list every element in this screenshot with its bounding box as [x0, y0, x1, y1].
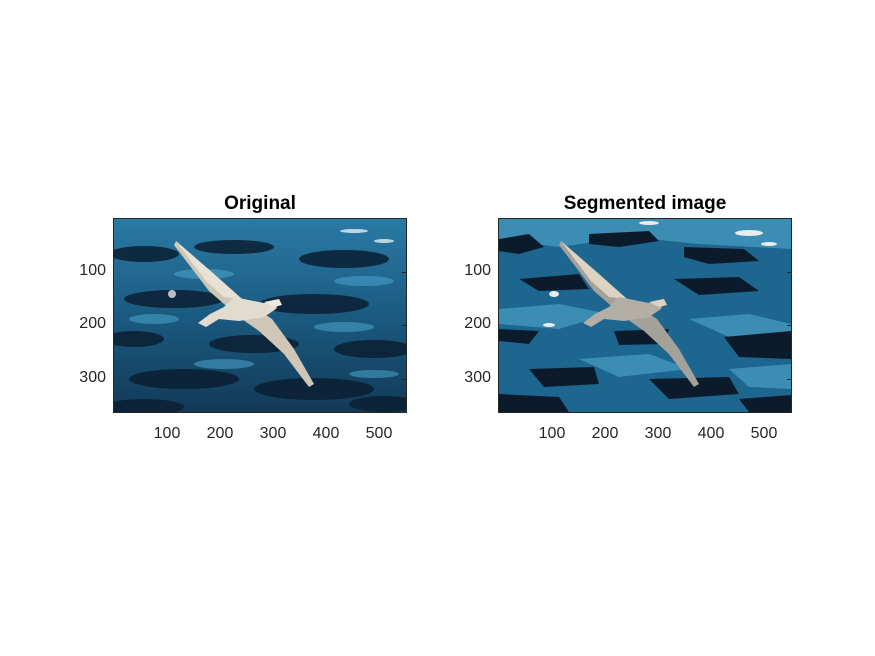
x-tick-label: 100 [538, 425, 566, 442]
y-tick-mark [402, 325, 406, 326]
y-tick-label: 100 [464, 262, 491, 279]
x-tick-label: 200 [206, 425, 234, 442]
x-tick-label: 100 [153, 425, 181, 442]
y-tick-mark [787, 272, 791, 273]
x-tick-label: 400 [697, 425, 725, 442]
y-tick-mark [402, 272, 406, 273]
x-tick-label: 400 [312, 425, 340, 442]
original-image-axes [113, 218, 407, 413]
y-tick-label: 200 [79, 315, 106, 332]
segmented-image-axes [498, 218, 792, 413]
segmented-seagull-image [499, 219, 791, 412]
y-tick-mark [787, 325, 791, 326]
panel-title: Original [224, 193, 296, 214]
y-tick-mark [402, 379, 406, 380]
y-tick-label: 200 [464, 315, 491, 332]
x-tick-label: 500 [365, 425, 393, 442]
panel-title: Segmented image [563, 193, 727, 214]
x-tick-label: 200 [591, 425, 619, 442]
y-tick-label: 300 [79, 369, 106, 386]
x-tick-label: 500 [750, 425, 778, 442]
seagull-over-ocean-photo [114, 219, 406, 412]
y-tick-label: 300 [464, 369, 491, 386]
y-tick-mark [787, 379, 791, 380]
y-tick-label: 100 [79, 262, 106, 279]
x-tick-label: 300 [259, 425, 287, 442]
x-tick-label: 300 [644, 425, 672, 442]
